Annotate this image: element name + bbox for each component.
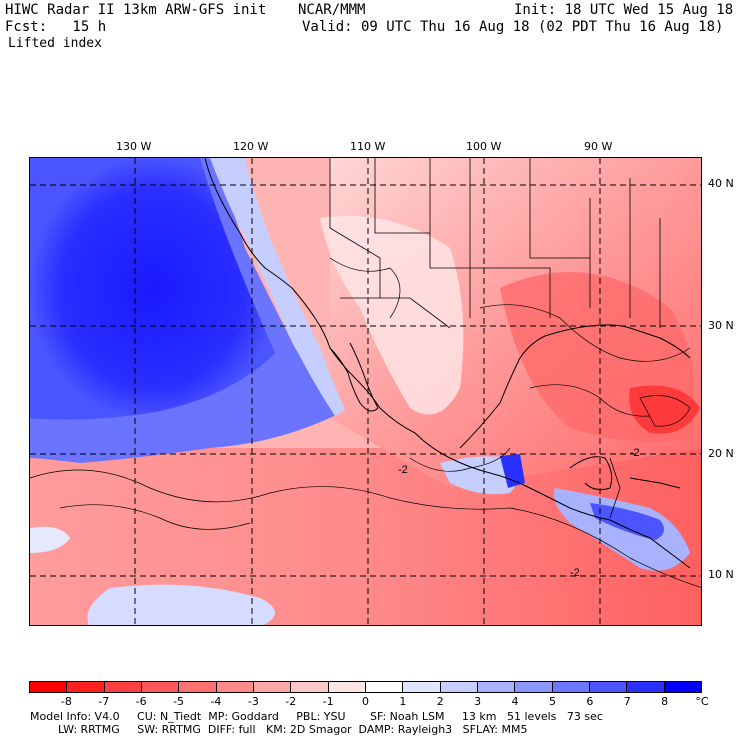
colorbar-swatch: [477, 682, 516, 692]
lon-label-100w: 100 W: [466, 140, 502, 153]
coastal-fringe: [210, 158, 345, 416]
lat-label-20n: 20 N: [708, 447, 734, 460]
colorbar-swatch: [627, 682, 665, 692]
colorbar-tick-label: 3: [474, 695, 482, 708]
header-init: Init: 18 UTC Wed 15 Aug 18: [514, 2, 734, 18]
colorbar: [29, 681, 702, 693]
header-valid: Valid: 09 UTC Thu 16 Aug 18 (02 PDT Thu …: [302, 19, 724, 35]
colorbar-swatch: [440, 682, 478, 692]
model-info-line2: LW: RRTMG SW: RRTMG DIFF: full KM: 2D Sm…: [30, 723, 528, 736]
pacific-stable-core: [30, 158, 275, 420]
lon-label-130w: 130 W: [116, 140, 152, 153]
header-title: HIWC Radar II 13km ARW-GFS init: [5, 2, 267, 18]
colorbar-tick-label: -4: [210, 695, 222, 708]
coastlines: [204, 158, 691, 569]
graticule: [30, 158, 701, 625]
lat-label-30n: 30 N: [708, 319, 734, 332]
south-stable-band: [87, 584, 275, 625]
colorbar-tick-label: 7: [623, 695, 631, 708]
colorbar-tick-label: 8: [661, 695, 669, 708]
lat-label-10n: 10 N: [708, 568, 734, 581]
colorbar-swatch: [216, 682, 254, 692]
contours: [30, 257, 701, 588]
colorbar-swatch: [552, 682, 590, 692]
colorbar-swatch: [403, 682, 441, 692]
colorbar-swatch: [664, 682, 701, 692]
lon-label-120w: 120 W: [233, 140, 269, 153]
model-info-line1: Model Info: V4.0 CU: N_Tiedt MP: Goddard…: [30, 710, 603, 723]
colorbar-swatch: [30, 682, 68, 692]
colorbar-tick-label: -7: [98, 695, 110, 708]
colorbar-tick-label: -6: [135, 695, 147, 708]
lat-label-40n: 40 N: [708, 177, 734, 190]
southwest-stable-patch: [30, 526, 70, 553]
lon-label-110w: 110 W: [350, 140, 386, 153]
contour-label: -2: [570, 567, 580, 579]
colorbar-tick-label: 0: [362, 695, 369, 708]
colorbar-tick-label: -2: [285, 695, 297, 708]
colorbar-tick-label: -3: [247, 695, 259, 708]
mexico-highland-stable: [440, 456, 518, 495]
colorbar-swatch: [141, 682, 180, 692]
colorbar-tick-label: 2: [436, 695, 444, 708]
colorbar-swatch: [589, 682, 628, 692]
colorbar-swatch: [179, 682, 217, 692]
political-borders: [329, 158, 661, 519]
mexico-highland-core: [500, 454, 525, 488]
gulf-max: [629, 385, 700, 434]
colorbar-tick-label: 6: [586, 695, 594, 708]
colorbar-tick-label: 4: [511, 695, 519, 708]
header-center: NCAR/MMM: [298, 2, 366, 18]
colorbar-swatch: [291, 682, 329, 692]
header-fcst: Fcst: 15 h: [5, 19, 107, 35]
colorbar-tick-label: -5: [173, 695, 185, 708]
colorbar-tick-label: -8: [60, 695, 72, 708]
field-name: Lifted index: [8, 36, 102, 51]
colorbar-swatch: [67, 682, 105, 692]
colorbar-unit: °C: [695, 695, 709, 708]
contour-label: -2: [630, 447, 640, 459]
contour-label: -2: [398, 464, 408, 476]
lifted-index-map: -2 -2 -2: [29, 157, 702, 626]
colorbar-swatch: [104, 682, 142, 692]
map-canvas: -2 -2 -2: [30, 158, 701, 625]
colorbar-tick-label: 5: [548, 695, 556, 708]
central-america-core: [590, 503, 664, 540]
colorbar-swatch: [365, 682, 404, 692]
colorbar-swatch: [253, 682, 292, 692]
colorbar-swatch: [328, 682, 366, 692]
lon-label-90w: 90 W: [584, 140, 613, 153]
colorbar-swatch: [515, 682, 553, 692]
colorbar-tick-label: 1: [399, 695, 407, 708]
colorbar-tick-label: -1: [322, 695, 334, 708]
